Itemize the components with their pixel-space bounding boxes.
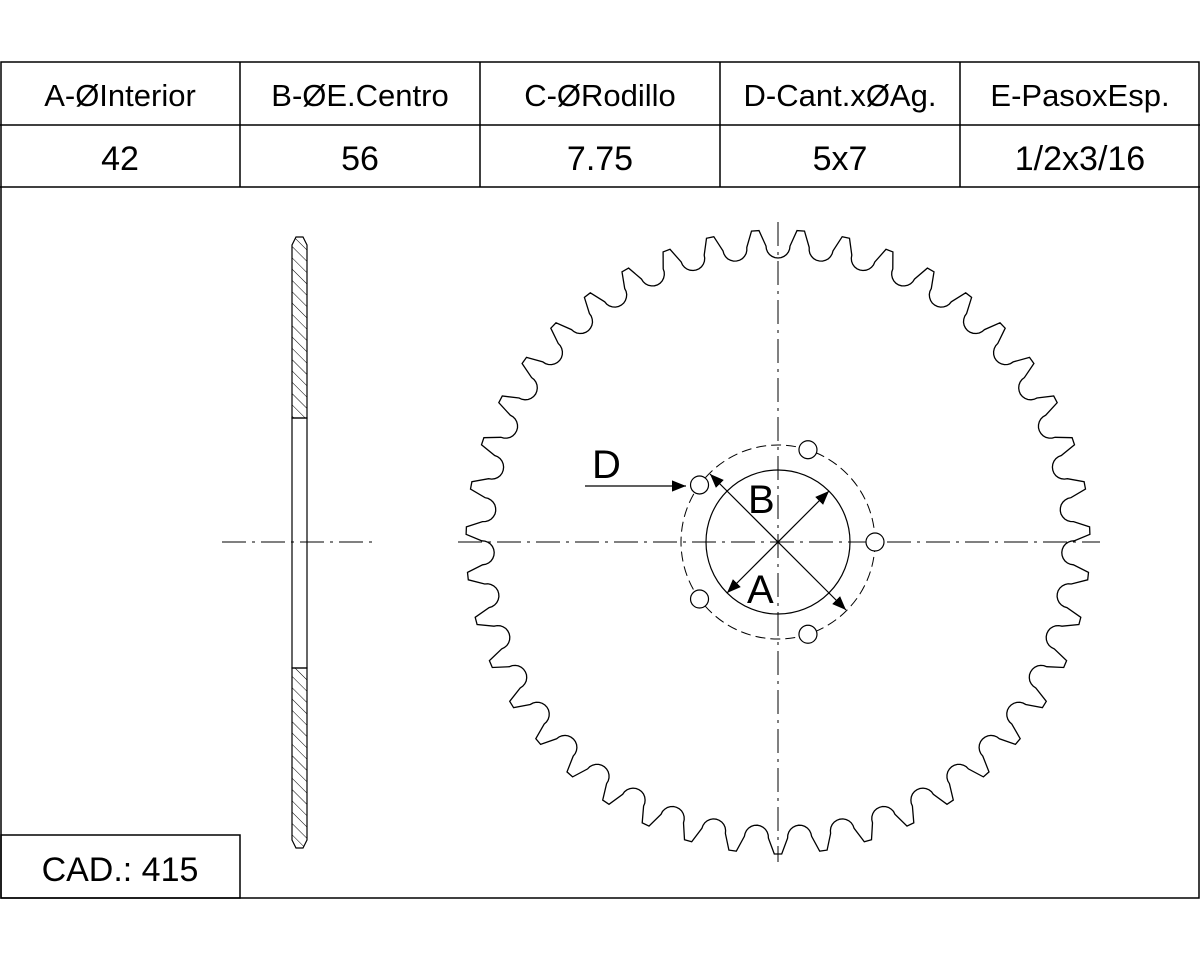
bolt-hole — [689, 589, 710, 609]
label: B — [748, 478, 775, 522]
label: A — [747, 568, 774, 612]
value-cell: 7.75 — [567, 140, 633, 178]
value-cell: 42 — [101, 140, 139, 178]
bolt-hole — [798, 624, 818, 644]
header-cell: B-ØE.Centro — [271, 78, 448, 113]
side-view — [222, 236, 378, 849]
sprocket-outline — [465, 229, 1091, 855]
bolt-hole — [865, 532, 885, 552]
value-cell: 1/2x3/16 — [1015, 140, 1145, 178]
header-cell: E-PasoxEsp. — [990, 78, 1169, 113]
code: CAD.: 415 — [42, 851, 199, 889]
value-cell: 56 — [341, 140, 379, 178]
value-cell: 5x7 — [813, 140, 868, 178]
frame — [0, 61, 1200, 899]
bolt-hole — [689, 475, 710, 495]
header-cell: D-Cant.xØAg. — [744, 78, 937, 113]
bolt-hole — [798, 440, 818, 460]
header-cell: C-ØRodillo — [524, 78, 676, 113]
table: A-ØInterior B-ØE.Centro C-ØRodillo D-Can… — [44, 78, 1169, 178]
header-cell: A-ØInterior — [44, 78, 196, 113]
label: D — [592, 443, 621, 487]
front-view: D B A — [458, 222, 1100, 862]
